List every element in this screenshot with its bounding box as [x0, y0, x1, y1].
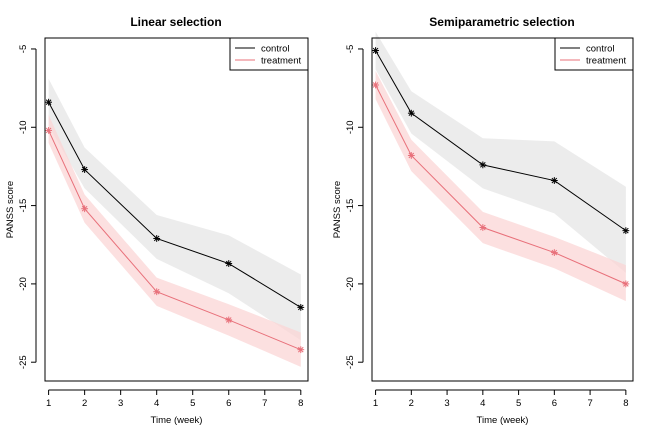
- plot-frame: [371, 37, 634, 382]
- series-treatment-point: [297, 346, 305, 354]
- series-treatment-point-stroke: [480, 224, 486, 231]
- y-tick-label: -10: [18, 120, 29, 134]
- series-treatment-point-stroke: [297, 346, 304, 353]
- x-tick-label: 1: [46, 398, 51, 409]
- series-treatment-point-stroke: [45, 127, 52, 134]
- x-tick-label: 7: [262, 398, 267, 409]
- series-treatment-point: [225, 316, 233, 324]
- chart-panel-1: Linear selection 1 2 3 4 5 6 7 8 Time (week) -5 -10…: [5, 15, 309, 426]
- series-control-point: [407, 109, 415, 117]
- series-treatment-point-stroke: [225, 317, 232, 323]
- series-treatment-point-stroke: [153, 288, 160, 295]
- series-control-point-stroke: [81, 166, 88, 173]
- x-tick-label: 3: [118, 398, 123, 409]
- series-control-point: [45, 98, 53, 106]
- series-control-confidence-band: [375, 31, 626, 273]
- series-treatment-point: [372, 81, 379, 89]
- legend-label-treatment: treatment: [261, 56, 301, 67]
- series-control-point-stroke: [225, 260, 232, 267]
- series-treatment-point: [45, 127, 53, 134]
- series-control-point: [225, 260, 233, 267]
- series-treatment-point: [622, 280, 630, 288]
- series-control-confidence-band: [48, 78, 301, 341]
- series-control-point: [479, 161, 487, 169]
- series-treatment-point-stroke: [372, 82, 379, 88]
- y-tick-label: -10: [345, 120, 356, 134]
- series-control-point: [153, 235, 161, 242]
- x-tick-label: 6: [552, 398, 557, 409]
- series-treatment-point-stroke: [81, 205, 88, 212]
- series-control-point: [81, 166, 89, 173]
- y-tick-label: -5: [18, 45, 29, 53]
- legend-box: [229, 37, 309, 71]
- legend-label-control: control: [261, 44, 290, 55]
- series-control-point-stroke: [153, 235, 160, 242]
- series-control-point-stroke: [480, 162, 486, 168]
- series-treatment-point: [153, 288, 161, 296]
- plot-frame: [44, 37, 309, 382]
- y-tick-label: -5: [345, 45, 356, 53]
- legend-label-control: control: [586, 44, 615, 55]
- series-treatment-point: [550, 249, 558, 256]
- x-tick-label: 7: [587, 398, 592, 409]
- series-treatment-point: [479, 224, 487, 231]
- series-treatment-point: [81, 205, 89, 213]
- y-tick-label: -15: [345, 199, 356, 213]
- y-tick-label: -25: [345, 355, 356, 369]
- chart-title: Semiparametric selection: [429, 15, 574, 29]
- y-tick-label: -20: [345, 277, 356, 291]
- series-control-point: [550, 177, 558, 184]
- x-tick-label: 5: [516, 398, 521, 409]
- x-tick-label: 8: [298, 398, 303, 409]
- x-tick-label: 3: [444, 398, 449, 409]
- x-tick-label: 4: [154, 398, 159, 409]
- x-axis-label: Time (week): [477, 415, 529, 426]
- x-tick-label: 8: [623, 398, 628, 409]
- series-control-point-stroke: [408, 110, 415, 116]
- series-control-point-stroke: [372, 47, 379, 54]
- series-control-point: [622, 227, 630, 235]
- series-treatment-point-stroke: [623, 281, 629, 287]
- chart-title: Linear selection: [130, 15, 221, 29]
- series-control-point: [372, 47, 379, 54]
- series-control-point-stroke: [45, 99, 52, 106]
- series-control-point-stroke: [623, 227, 629, 234]
- series-control-point-stroke: [551, 177, 558, 184]
- chart-panel-2: Semiparametric selection 1 2 3 4 5 6 7 8 Time (we…: [332, 15, 634, 426]
- series-treatment-confidence-band: [48, 114, 301, 367]
- x-tick-label: 2: [409, 398, 414, 409]
- y-tick-label: -20: [18, 277, 29, 291]
- series-treatment-point: [407, 152, 415, 159]
- series-control-point: [297, 303, 305, 311]
- x-tick-label: 4: [480, 398, 485, 409]
- y-axis-label: PANSS score: [5, 181, 16, 238]
- y-tick-label: -15: [18, 199, 29, 213]
- legend-box: [554, 37, 634, 71]
- x-axis-label: Time (week): [151, 415, 203, 426]
- series-treatment-confidence-band: [375, 70, 626, 302]
- x-tick-label: 1: [373, 398, 378, 409]
- y-axis-label: PANSS score: [332, 181, 343, 238]
- legend-label-treatment: treatment: [586, 56, 626, 67]
- x-tick-label: 5: [190, 398, 195, 409]
- y-tick-label: -25: [18, 355, 29, 369]
- series-treatment-point-stroke: [408, 152, 415, 159]
- series-treatment-point-stroke: [551, 249, 558, 256]
- x-tick-label: 2: [82, 398, 87, 409]
- series-control-point-stroke: [297, 304, 304, 311]
- x-tick-label: 6: [226, 398, 231, 409]
